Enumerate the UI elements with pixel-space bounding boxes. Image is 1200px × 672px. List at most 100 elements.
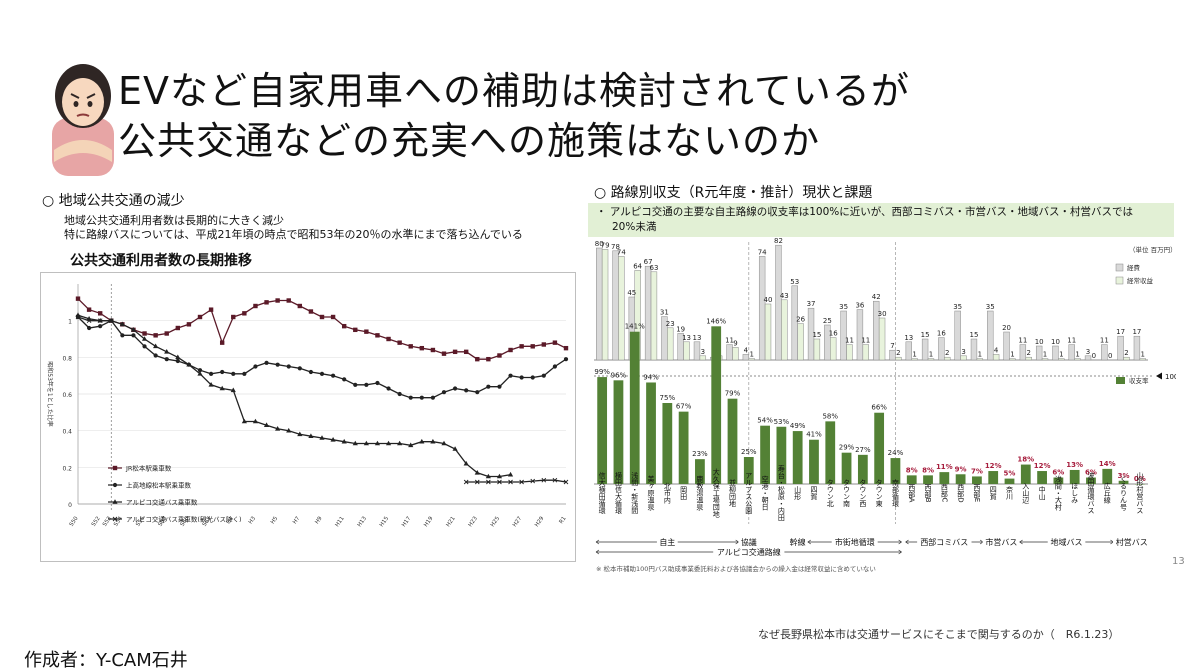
route-name: 西部C [940, 484, 948, 503]
bar-cost [987, 310, 994, 361]
point-x [97, 318, 103, 323]
page-number: 13 [1172, 556, 1185, 567]
point-square [375, 333, 380, 338]
legend-label: 上高地線松本駅乗車数 [126, 481, 192, 490]
point-square [397, 340, 402, 345]
point-circle [330, 373, 336, 378]
x-tick-label: H7 [292, 515, 302, 525]
group-label-bg [656, 537, 678, 547]
y-tick-label: 0.4 [62, 429, 72, 436]
bar-revenue [878, 317, 886, 361]
bar-revenue [667, 327, 674, 361]
bar-revenue [944, 356, 951, 361]
point-triangle [263, 422, 270, 427]
route-name: 奈川 [1006, 485, 1014, 500]
point-circle [386, 386, 391, 391]
cost-value: 3 [1086, 348, 1090, 356]
revenue-value: 13 [682, 334, 691, 342]
bar-cost [791, 285, 798, 361]
ratio-value: 58% [822, 412, 838, 420]
ratio-value: 14% [1099, 460, 1116, 468]
route-name: アルプス公園 [745, 472, 753, 515]
cost-value: 45 [627, 289, 636, 297]
point-circle [131, 333, 136, 338]
point-triangle [252, 418, 259, 424]
route-name: 浅間・大村 [1054, 475, 1062, 511]
series-2 [75, 314, 569, 400]
point-square [441, 351, 447, 356]
cost-value: 11 [1018, 337, 1027, 345]
point-circle [486, 384, 491, 389]
point-square [275, 298, 280, 303]
x-tick-label: S60 [180, 515, 191, 527]
bar-cost [1003, 331, 1010, 361]
point-circle [464, 388, 469, 393]
cost-value: 78 [611, 243, 620, 251]
bar-ratio [597, 377, 608, 484]
point-square [341, 323, 347, 329]
point-triangle [374, 440, 381, 446]
bar-revenue [862, 344, 869, 361]
left-description-2: 特に路線バスについては、平成21年頃の時点で昭和53年の20％の水準にまで落ち込… [64, 228, 523, 241]
point-circle [220, 369, 225, 375]
point-square [208, 307, 214, 312]
point-triangle [197, 371, 203, 376]
route-name: 入山辺 [1022, 483, 1030, 505]
series-4 [75, 314, 569, 485]
legend-revenue-label: 経常収益 [1127, 276, 1154, 285]
bar-ratio [988, 471, 999, 484]
bar-cost [612, 250, 619, 361]
route-name: 四賀 [810, 486, 818, 501]
route-name: 大久保工場団地 [712, 468, 720, 518]
left-chart-title: 公共交通利用者数の長期推移 [70, 253, 252, 269]
legend-ratio-swatch [1116, 377, 1125, 384]
group-label: 西部コミバス [920, 537, 968, 547]
revenue-value: 4 [994, 346, 999, 354]
group-label-bg [917, 537, 972, 547]
ratio-value: 5% [1004, 470, 1016, 478]
x-tick-label: H11 [335, 516, 346, 529]
group-arrows [1019, 539, 1114, 545]
point-circle [253, 364, 258, 369]
point-triangle [141, 336, 148, 341]
group-label-bg [1047, 537, 1086, 547]
bar-revenue [764, 303, 772, 361]
point-square [242, 311, 247, 316]
bar-ratio [890, 458, 901, 484]
x-tick-label: H29 [534, 515, 546, 528]
route-name: タウン東 [875, 479, 883, 508]
point-circle [475, 390, 480, 395]
bar-cost [1035, 345, 1043, 361]
point-circle [153, 353, 158, 358]
route-name: 並柳団地 [729, 478, 737, 507]
bar-revenue [846, 344, 853, 361]
reference-arrow [1156, 372, 1162, 380]
cost-value: 53 [790, 278, 799, 286]
point-triangle [452, 446, 458, 451]
point-circle [419, 395, 424, 400]
point-x [108, 318, 114, 323]
revenue-value: 3 [701, 348, 705, 356]
cost-value: 80 [595, 240, 604, 248]
bar-cost [1101, 344, 1108, 361]
bar-cost [856, 309, 864, 361]
group-arrows [807, 539, 902, 545]
revenue-value: 1 [1075, 351, 1079, 359]
point-triangle [385, 440, 392, 446]
x-tick-label: R1 [559, 516, 568, 525]
point-triangle [164, 349, 170, 354]
group-label: アルピコ交通路線 [717, 547, 781, 557]
revenue-value: 40 [764, 296, 773, 304]
point-square [463, 349, 469, 355]
cost-value: 42 [872, 293, 881, 301]
route-name: ほしみ [1071, 483, 1079, 504]
cost-value: 10 [1051, 338, 1060, 346]
cost-value: 74 [758, 248, 767, 256]
bar-revenue [699, 355, 707, 361]
legend-label: アルピコ交通バス乗車数 [126, 498, 198, 507]
bar-cost [775, 244, 782, 361]
point-circle [530, 375, 535, 380]
bar-revenue [1041, 358, 1049, 361]
revenue-value: 1 [912, 351, 916, 359]
route-name: 浅間・新浅間 [631, 471, 639, 515]
